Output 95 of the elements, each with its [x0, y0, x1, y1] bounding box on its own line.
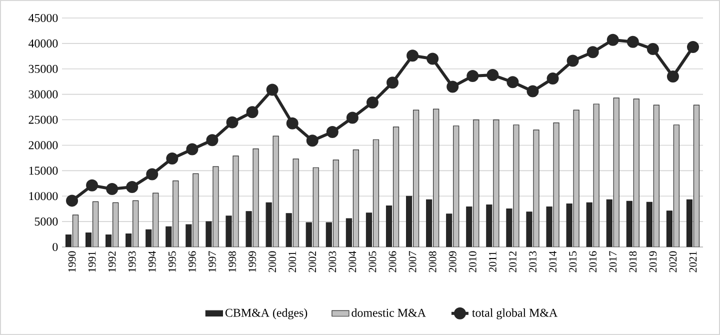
point — [366, 96, 378, 108]
x-tick-label: 2002 — [308, 251, 316, 272]
x-tick-label: 1992 — [108, 251, 116, 272]
point — [266, 84, 278, 96]
point — [66, 194, 78, 207]
point — [106, 182, 118, 195]
x-tick-label: 2009 — [448, 251, 456, 272]
point — [246, 106, 258, 118]
point — [346, 112, 358, 124]
point — [126, 180, 138, 193]
point — [626, 36, 639, 48]
point — [686, 41, 699, 54]
point — [506, 76, 519, 88]
point — [86, 179, 98, 192]
y-tick-label: 15000 — [29, 166, 58, 175]
point — [446, 80, 459, 93]
x-tick-label: 1994 — [148, 251, 156, 272]
point — [546, 72, 559, 85]
x-tick-label: 1995 — [168, 251, 176, 272]
bar — [673, 124, 680, 247]
y-tick-label: 5000 — [34, 218, 58, 226]
bar — [272, 136, 279, 247]
x-tick-label: 2018 — [629, 251, 637, 272]
bar — [653, 104, 660, 247]
bar — [693, 104, 700, 247]
x-tick-label: 1993 — [128, 251, 136, 272]
bar — [433, 108, 440, 247]
point — [586, 46, 599, 58]
point — [406, 50, 419, 62]
y-tick-label: 10000 — [29, 192, 58, 200]
x-tick-label: 2012 — [509, 251, 516, 272]
x-tick-label: 2020 — [669, 251, 677, 272]
x-tick-label: 2001 — [288, 252, 296, 272]
x-tick-label: 2016 — [589, 251, 597, 272]
x-tick-label: 1991 — [88, 252, 96, 272]
point — [386, 76, 399, 89]
point — [146, 168, 158, 180]
bar — [332, 160, 339, 247]
y-tick-label: 40000 — [28, 39, 58, 48]
x-tick-label: 2011 — [488, 252, 496, 272]
legend-label: total global M&A — [472, 308, 558, 320]
point — [326, 126, 338, 138]
y-tick-label: 20000 — [28, 141, 58, 150]
point — [206, 134, 218, 146]
bar — [413, 110, 420, 247]
y-tick-label: 0 — [52, 242, 58, 252]
legend-label: CBM&A (edges) — [225, 308, 308, 320]
bar — [352, 150, 360, 247]
bar — [593, 104, 600, 247]
x-tick-label: 1990 — [68, 251, 76, 272]
legend-label: domestic M&A — [352, 308, 426, 317]
y-tick-label: 30000 — [28, 90, 58, 98]
x-tick-label: 1996 — [188, 251, 196, 272]
bar — [392, 126, 400, 247]
point — [226, 116, 238, 128]
point — [186, 143, 198, 156]
point — [466, 70, 479, 82]
point — [286, 117, 298, 130]
bar — [292, 158, 299, 247]
x-tick-label: 1998 — [228, 251, 236, 272]
x-tick-label: 2013 — [529, 251, 536, 272]
point — [486, 68, 499, 81]
bar — [633, 98, 640, 247]
x-tick-label: 2008 — [428, 251, 436, 272]
x-tick-label: 2014 — [549, 251, 556, 272]
x-tick-label: 2010 — [468, 251, 476, 272]
x-tick-label: 2017 — [609, 251, 617, 272]
bar — [312, 167, 319, 247]
point — [306, 134, 318, 147]
point — [666, 70, 679, 83]
x-tick-label: 2000 — [268, 251, 276, 272]
point — [566, 54, 579, 67]
point — [166, 152, 178, 164]
x-tick-label: 2019 — [649, 251, 657, 272]
point — [646, 43, 659, 56]
point — [426, 52, 439, 65]
point — [606, 34, 619, 46]
x-tick-label: 2015 — [569, 251, 577, 272]
x-tick-label: 2004 — [348, 251, 356, 272]
x-tick-label: 1999 — [248, 251, 256, 272]
y-tick-label: 25000 — [28, 116, 58, 124]
x-tick-label: 2005 — [368, 251, 376, 272]
x-tick-label: 2003 — [328, 251, 336, 272]
bar — [172, 180, 179, 247]
point — [526, 85, 539, 98]
y-tick-label: 45000 — [28, 14, 58, 22]
bar — [453, 126, 460, 247]
bar — [473, 119, 480, 247]
bar — [372, 139, 380, 247]
y-tick-label: 35000 — [28, 64, 58, 73]
x-tick-label: 2021 — [689, 252, 697, 272]
bar — [613, 98, 620, 247]
x-tick-label: 2007 — [408, 251, 416, 272]
x-tick-label: 2006 — [388, 251, 396, 272]
x-tick-label: 1997 — [208, 251, 216, 272]
